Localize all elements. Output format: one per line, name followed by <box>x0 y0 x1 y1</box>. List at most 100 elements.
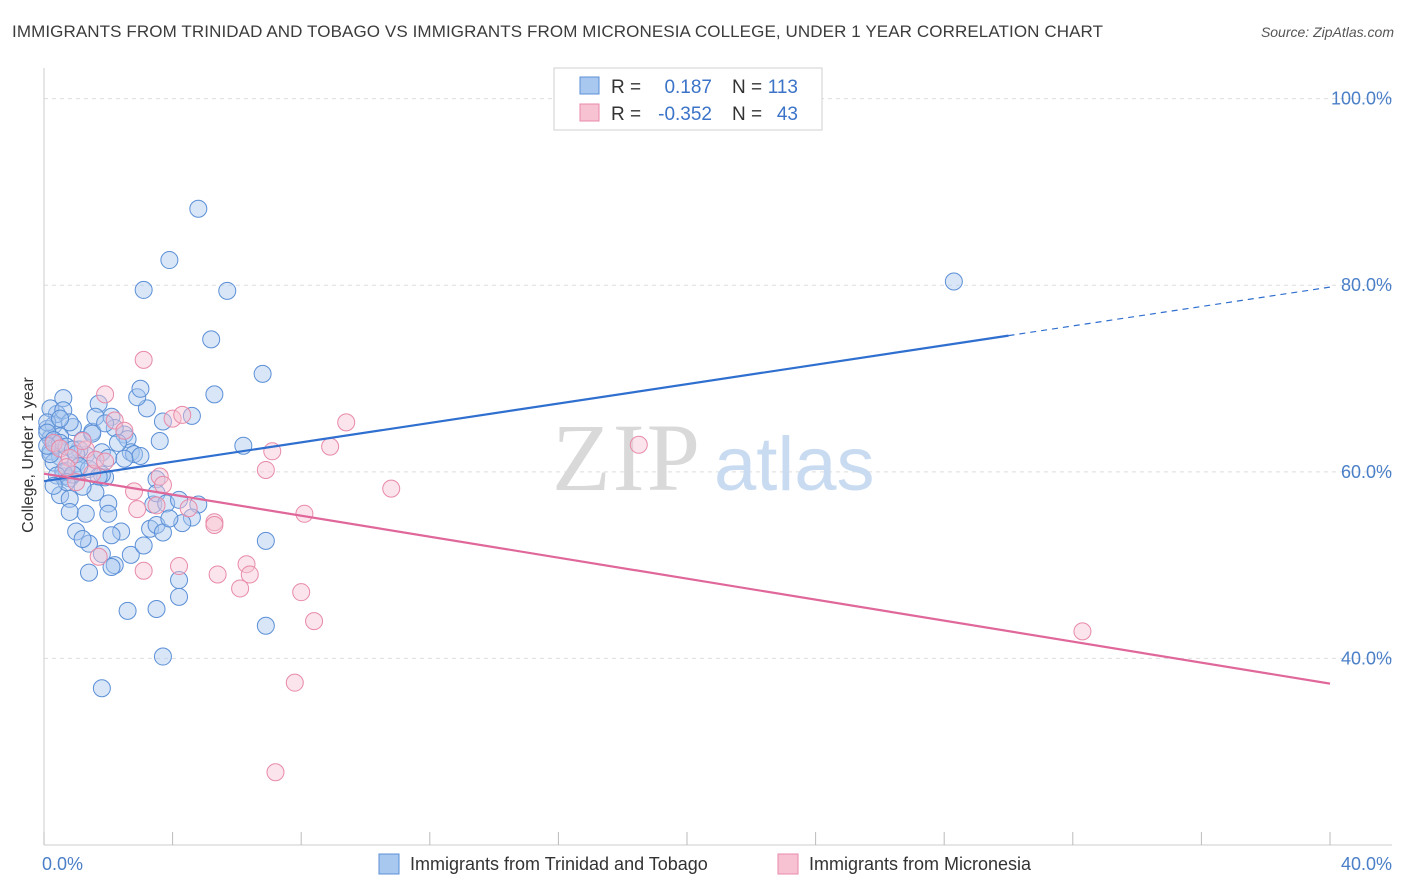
data-point-trinidad <box>112 522 131 541</box>
data-point-micronesia <box>1073 622 1092 641</box>
data-point-trinidad <box>121 443 140 462</box>
legend-n-value-2: 43 <box>777 104 798 125</box>
data-point-micronesia <box>57 458 76 477</box>
data-point-trinidad <box>131 446 150 465</box>
data-point-trinidad <box>92 679 111 698</box>
data-point-micronesia <box>285 673 304 692</box>
legend-n-label-2: N = <box>732 104 762 125</box>
data-point-micronesia <box>115 421 134 440</box>
data-point-trinidad <box>131 379 150 398</box>
data-point-trinidad <box>256 531 275 550</box>
data-point-micronesia <box>163 409 182 428</box>
legend-n-label-1: N = <box>732 77 762 98</box>
data-point-trinidad <box>118 601 137 620</box>
data-point-trinidad <box>153 647 172 666</box>
data-point-trinidad <box>73 530 92 548</box>
data-point-micronesia <box>125 482 144 501</box>
data-point-micronesia <box>128 500 147 519</box>
tick-layer: 100.0% 80.0% 60.0% 40.0% 0.0% 40.0% <box>42 89 1392 874</box>
data-point-trinidad <box>38 423 57 442</box>
data-point-micronesia <box>173 405 192 424</box>
legend-swatch-blue <box>579 76 600 95</box>
data-point-trinidad <box>189 199 208 218</box>
data-point-micronesia <box>73 432 92 451</box>
data-point-micronesia <box>170 557 189 576</box>
data-point-trinidad <box>256 616 275 635</box>
data-point-trinidad <box>150 432 169 451</box>
data-point-micronesia <box>295 504 314 523</box>
trendline-trinidad-extension <box>1008 286 1331 337</box>
data-point-micronesia <box>382 479 401 498</box>
data-point-trinidad <box>205 385 224 404</box>
data-point-micronesia <box>134 350 153 369</box>
legend-r-value-2: -0.352 <box>658 104 712 125</box>
data-point-micronesia <box>153 475 172 494</box>
watermark-atlas: atlas <box>714 422 875 507</box>
data-point-micronesia <box>266 763 285 782</box>
data-point-trinidad <box>147 599 166 618</box>
data-point-trinidad <box>160 509 179 528</box>
data-point-micronesia <box>240 565 259 584</box>
legend-box: R = 0.187 N = 113 R = -0.352 N = 43 <box>553 67 823 131</box>
data-point-trinidad <box>182 508 201 527</box>
data-point-micronesia <box>237 555 256 574</box>
bottom-legend-swatch-blue <box>378 853 400 875</box>
data-point-trinidad <box>67 522 86 541</box>
data-point-micronesia <box>51 439 70 458</box>
data-point-trinidad <box>115 449 134 468</box>
data-point-micronesia <box>231 579 250 598</box>
data-point-trinidad <box>44 476 63 495</box>
data-point-trinidad <box>125 445 144 464</box>
watermark: ZIP atlas <box>552 404 875 511</box>
bottom-legend-swatch-pink <box>777 853 799 875</box>
bottom-legend-label-blue: Immigrants from Trinidad and Tobago <box>410 854 708 874</box>
series-trinidad-points <box>38 199 963 698</box>
trendline-trinidad <box>43 334 1009 483</box>
data-point-trinidad <box>80 534 99 553</box>
y-axis-label: College, Under 1 year <box>20 377 37 533</box>
watermark-zip: ZIP <box>552 404 702 511</box>
x-tick-label: 0.0% <box>42 854 83 874</box>
data-point-trinidad <box>80 563 99 582</box>
data-point-trinidad <box>102 526 121 545</box>
data-point-trinidad <box>99 494 118 513</box>
data-point-micronesia <box>179 499 198 518</box>
data-point-trinidad <box>99 504 118 523</box>
legend-n-value-1: 113 <box>768 77 798 98</box>
data-point-micronesia <box>96 385 115 404</box>
data-point-trinidad <box>92 544 111 563</box>
data-point-trinidad <box>76 504 95 523</box>
data-point-micronesia <box>60 448 79 467</box>
legend-r-label-2: R = <box>611 104 641 125</box>
trendline-micronesia <box>43 472 1331 685</box>
data-point-trinidad <box>160 251 179 270</box>
data-point-trinidad <box>170 587 189 606</box>
data-point-micronesia <box>292 583 311 602</box>
y-tick-label: 40.0% <box>1341 648 1392 668</box>
legend-swatch-pink <box>579 103 600 122</box>
data-point-trinidad <box>60 502 79 521</box>
data-point-trinidad <box>134 536 153 555</box>
y-tick-label: 100.0% <box>1331 89 1392 109</box>
y-tick-label: 80.0% <box>1341 275 1392 295</box>
chart-title: IMMIGRANTS FROM TRINIDAD AND TOBAGO VS I… <box>12 22 1104 41</box>
data-point-micronesia <box>305 612 324 631</box>
data-point-micronesia <box>134 561 153 580</box>
data-point-trinidad <box>202 330 221 349</box>
data-point-trinidad <box>134 280 153 299</box>
data-point-trinidad <box>51 409 70 428</box>
data-point-trinidad <box>105 556 124 575</box>
data-point-micronesia <box>89 547 108 566</box>
legend-r-label-1: R = <box>611 77 641 98</box>
data-point-micronesia <box>96 452 115 471</box>
data-point-trinidad <box>51 486 70 505</box>
data-point-micronesia <box>629 435 648 454</box>
data-point-trinidad <box>121 545 140 564</box>
data-point-micronesia <box>205 516 224 535</box>
x-tick-label: 40.0% <box>1341 854 1392 874</box>
data-point-trinidad <box>944 272 963 291</box>
series-micronesia-points <box>44 350 1092 782</box>
data-point-trinidad <box>102 557 121 576</box>
data-point-trinidad <box>60 413 79 432</box>
